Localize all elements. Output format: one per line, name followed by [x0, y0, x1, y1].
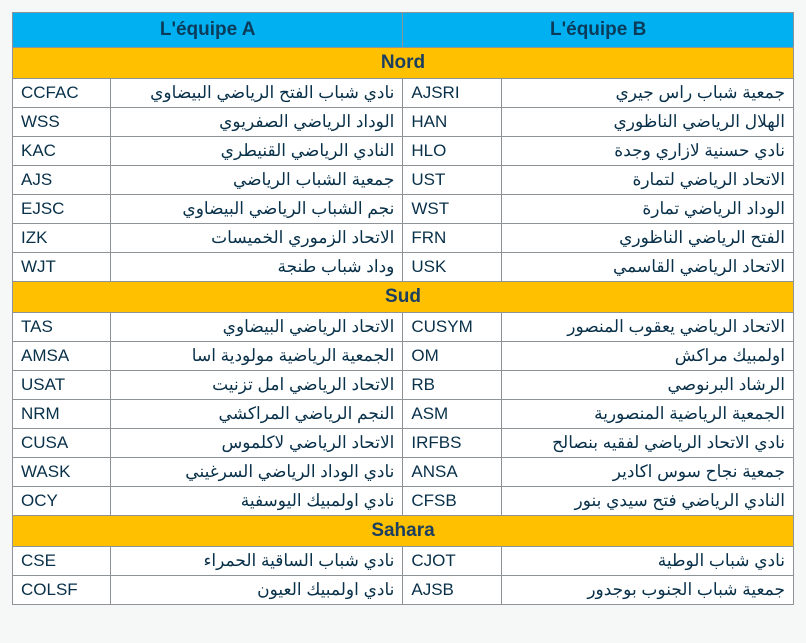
team-a-name: الوداد الرياضي الصفريوي: [111, 108, 403, 137]
region-title: Nord: [13, 48, 794, 79]
team-b-code: AJSB: [403, 576, 502, 605]
team-a-code: CCFAC: [13, 79, 111, 108]
table-row: OCYنادي اولمبيك اليوسفيةCFSBالنادي الريا…: [13, 487, 794, 516]
team-a-code: WSS: [13, 108, 111, 137]
team-a-name: وداد شباب طنجة: [111, 253, 403, 282]
team-b-name: جمعية شباب راس جيري: [501, 79, 793, 108]
team-a-name: الاتحاد الرياضي لاكلموس: [111, 429, 403, 458]
team-b-name: الاتحاد الرياضي يعقوب المنصور: [501, 313, 793, 342]
team-a-name: النادي الرياضي القنيطري: [111, 137, 403, 166]
header-team-a: L'équipe A: [13, 13, 403, 48]
team-b-code: WST: [403, 195, 502, 224]
team-a-name: الاتحاد الرياضي البيضاوي: [111, 313, 403, 342]
region-row: Sud: [13, 282, 794, 313]
team-a-code: WJT: [13, 253, 111, 282]
team-b-name: الاتحاد الرياضي القاسمي: [501, 253, 793, 282]
team-a-name: نادي اولمبيك اليوسفية: [111, 487, 403, 516]
team-b-code: RB: [403, 371, 502, 400]
team-a-name: نادي شباب الساقية الحمراء: [111, 547, 403, 576]
team-b-name: جمعية شباب الجنوب بوجدور: [501, 576, 793, 605]
table-row: AMSAالجمعية الرياضية مولودية اساOMاولمبي…: [13, 342, 794, 371]
team-b-code: FRN: [403, 224, 502, 253]
team-b-name: الاتحاد الرياضي لتمارة: [501, 166, 793, 195]
team-a-code: CSE: [13, 547, 111, 576]
table-row: CCFACنادي شباب الفتح الرياضي البيضاويAJS…: [13, 79, 794, 108]
table-row: NRMالنجم الرياضي المراكشيASMالجمعية الري…: [13, 400, 794, 429]
team-b-code: UST: [403, 166, 502, 195]
team-b-code: CJOT: [403, 547, 502, 576]
team-b-code: HLO: [403, 137, 502, 166]
team-a-code: CUSA: [13, 429, 111, 458]
region-title: Sahara: [13, 516, 794, 547]
table-row: COLSFنادي اولمبيك العيونAJSBجمعية شباب ا…: [13, 576, 794, 605]
team-b-name: جمعية نجاح سوس اكادير: [501, 458, 793, 487]
team-a-name: الاتحاد الرياضي امل تزنيت: [111, 371, 403, 400]
team-b-code: IRFBS: [403, 429, 502, 458]
team-b-name: الرشاد البرنوصي: [501, 371, 793, 400]
team-a-code: COLSF: [13, 576, 111, 605]
team-b-name: اولمبيك مراكش: [501, 342, 793, 371]
team-a-code: NRM: [13, 400, 111, 429]
table-row: TASالاتحاد الرياضي البيضاويCUSYMالاتحاد …: [13, 313, 794, 342]
team-a-code: AMSA: [13, 342, 111, 371]
team-b-code: CUSYM: [403, 313, 502, 342]
team-a-name: نادي اولمبيك العيون: [111, 576, 403, 605]
team-b-name: نادي حسنية لازاري وجدة: [501, 137, 793, 166]
table-row: CSEنادي شباب الساقية الحمراءCJOTنادي شبا…: [13, 547, 794, 576]
team-b-code: ASM: [403, 400, 502, 429]
team-a-name: نادي شباب الفتح الرياضي البيضاوي: [111, 79, 403, 108]
team-b-code: AJSRI: [403, 79, 502, 108]
team-a-code: USAT: [13, 371, 111, 400]
team-a-name: النجم الرياضي المراكشي: [111, 400, 403, 429]
team-a-code: WASK: [13, 458, 111, 487]
team-b-name: النادي الرياضي فتح سيدي بنور: [501, 487, 793, 516]
team-b-code: HAN: [403, 108, 502, 137]
team-b-name: الهلال الرياضي الناظوري: [501, 108, 793, 137]
region-row: Nord: [13, 48, 794, 79]
team-b-name: نادي شباب الوطية: [501, 547, 793, 576]
team-a-name: الجمعية الرياضية مولودية اسا: [111, 342, 403, 371]
table-row: EJSCنجم الشباب الرياضي البيضاويWSTالوداد…: [13, 195, 794, 224]
team-a-name: جمعية الشباب الرياضي: [111, 166, 403, 195]
header-team-b: L'équipe B: [403, 13, 794, 48]
team-a-code: OCY: [13, 487, 111, 516]
teams-table: L'équipe A L'équipe B NordCCFACنادي شباب…: [12, 12, 794, 605]
team-b-name: نادي الاتحاد الرياضي لفقيه بنصالح: [501, 429, 793, 458]
team-b-name: الجمعية الرياضية المنصورية: [501, 400, 793, 429]
team-a-name: الاتحاد الزموري الخميسات: [111, 224, 403, 253]
team-b-name: الوداد الرياضي تمارة: [501, 195, 793, 224]
team-b-code: ANSA: [403, 458, 502, 487]
table-row: KACالنادي الرياضي القنيطريHLOنادي حسنية …: [13, 137, 794, 166]
region-title: Sud: [13, 282, 794, 313]
team-b-code: OM: [403, 342, 502, 371]
table-row: WASKنادي الوداد الرياضي السرغينيANSAجمعي…: [13, 458, 794, 487]
region-row: Sahara: [13, 516, 794, 547]
header-row: L'équipe A L'équipe B: [13, 13, 794, 48]
table-row: CUSAالاتحاد الرياضي لاكلموسIRFBSنادي الا…: [13, 429, 794, 458]
table-row: AJSجمعية الشباب الرياضيUSTالاتحاد الرياض…: [13, 166, 794, 195]
table-row: IZKالاتحاد الزموري الخميساتFRNالفتح الري…: [13, 224, 794, 253]
team-a-code: TAS: [13, 313, 111, 342]
team-a-code: EJSC: [13, 195, 111, 224]
team-a-name: نادي الوداد الرياضي السرغيني: [111, 458, 403, 487]
table-row: WJTوداد شباب طنجةUSKالاتحاد الرياضي القا…: [13, 253, 794, 282]
team-b-code: USK: [403, 253, 502, 282]
team-a-code: KAC: [13, 137, 111, 166]
table-row: WSSالوداد الرياضي الصفريويHANالهلال الري…: [13, 108, 794, 137]
team-a-code: AJS: [13, 166, 111, 195]
team-b-name: الفتح الرياضي الناظوري: [501, 224, 793, 253]
team-b-code: CFSB: [403, 487, 502, 516]
table-row: USATالاتحاد الرياضي امل تزنيتRBالرشاد ال…: [13, 371, 794, 400]
team-a-code: IZK: [13, 224, 111, 253]
team-a-name: نجم الشباب الرياضي البيضاوي: [111, 195, 403, 224]
